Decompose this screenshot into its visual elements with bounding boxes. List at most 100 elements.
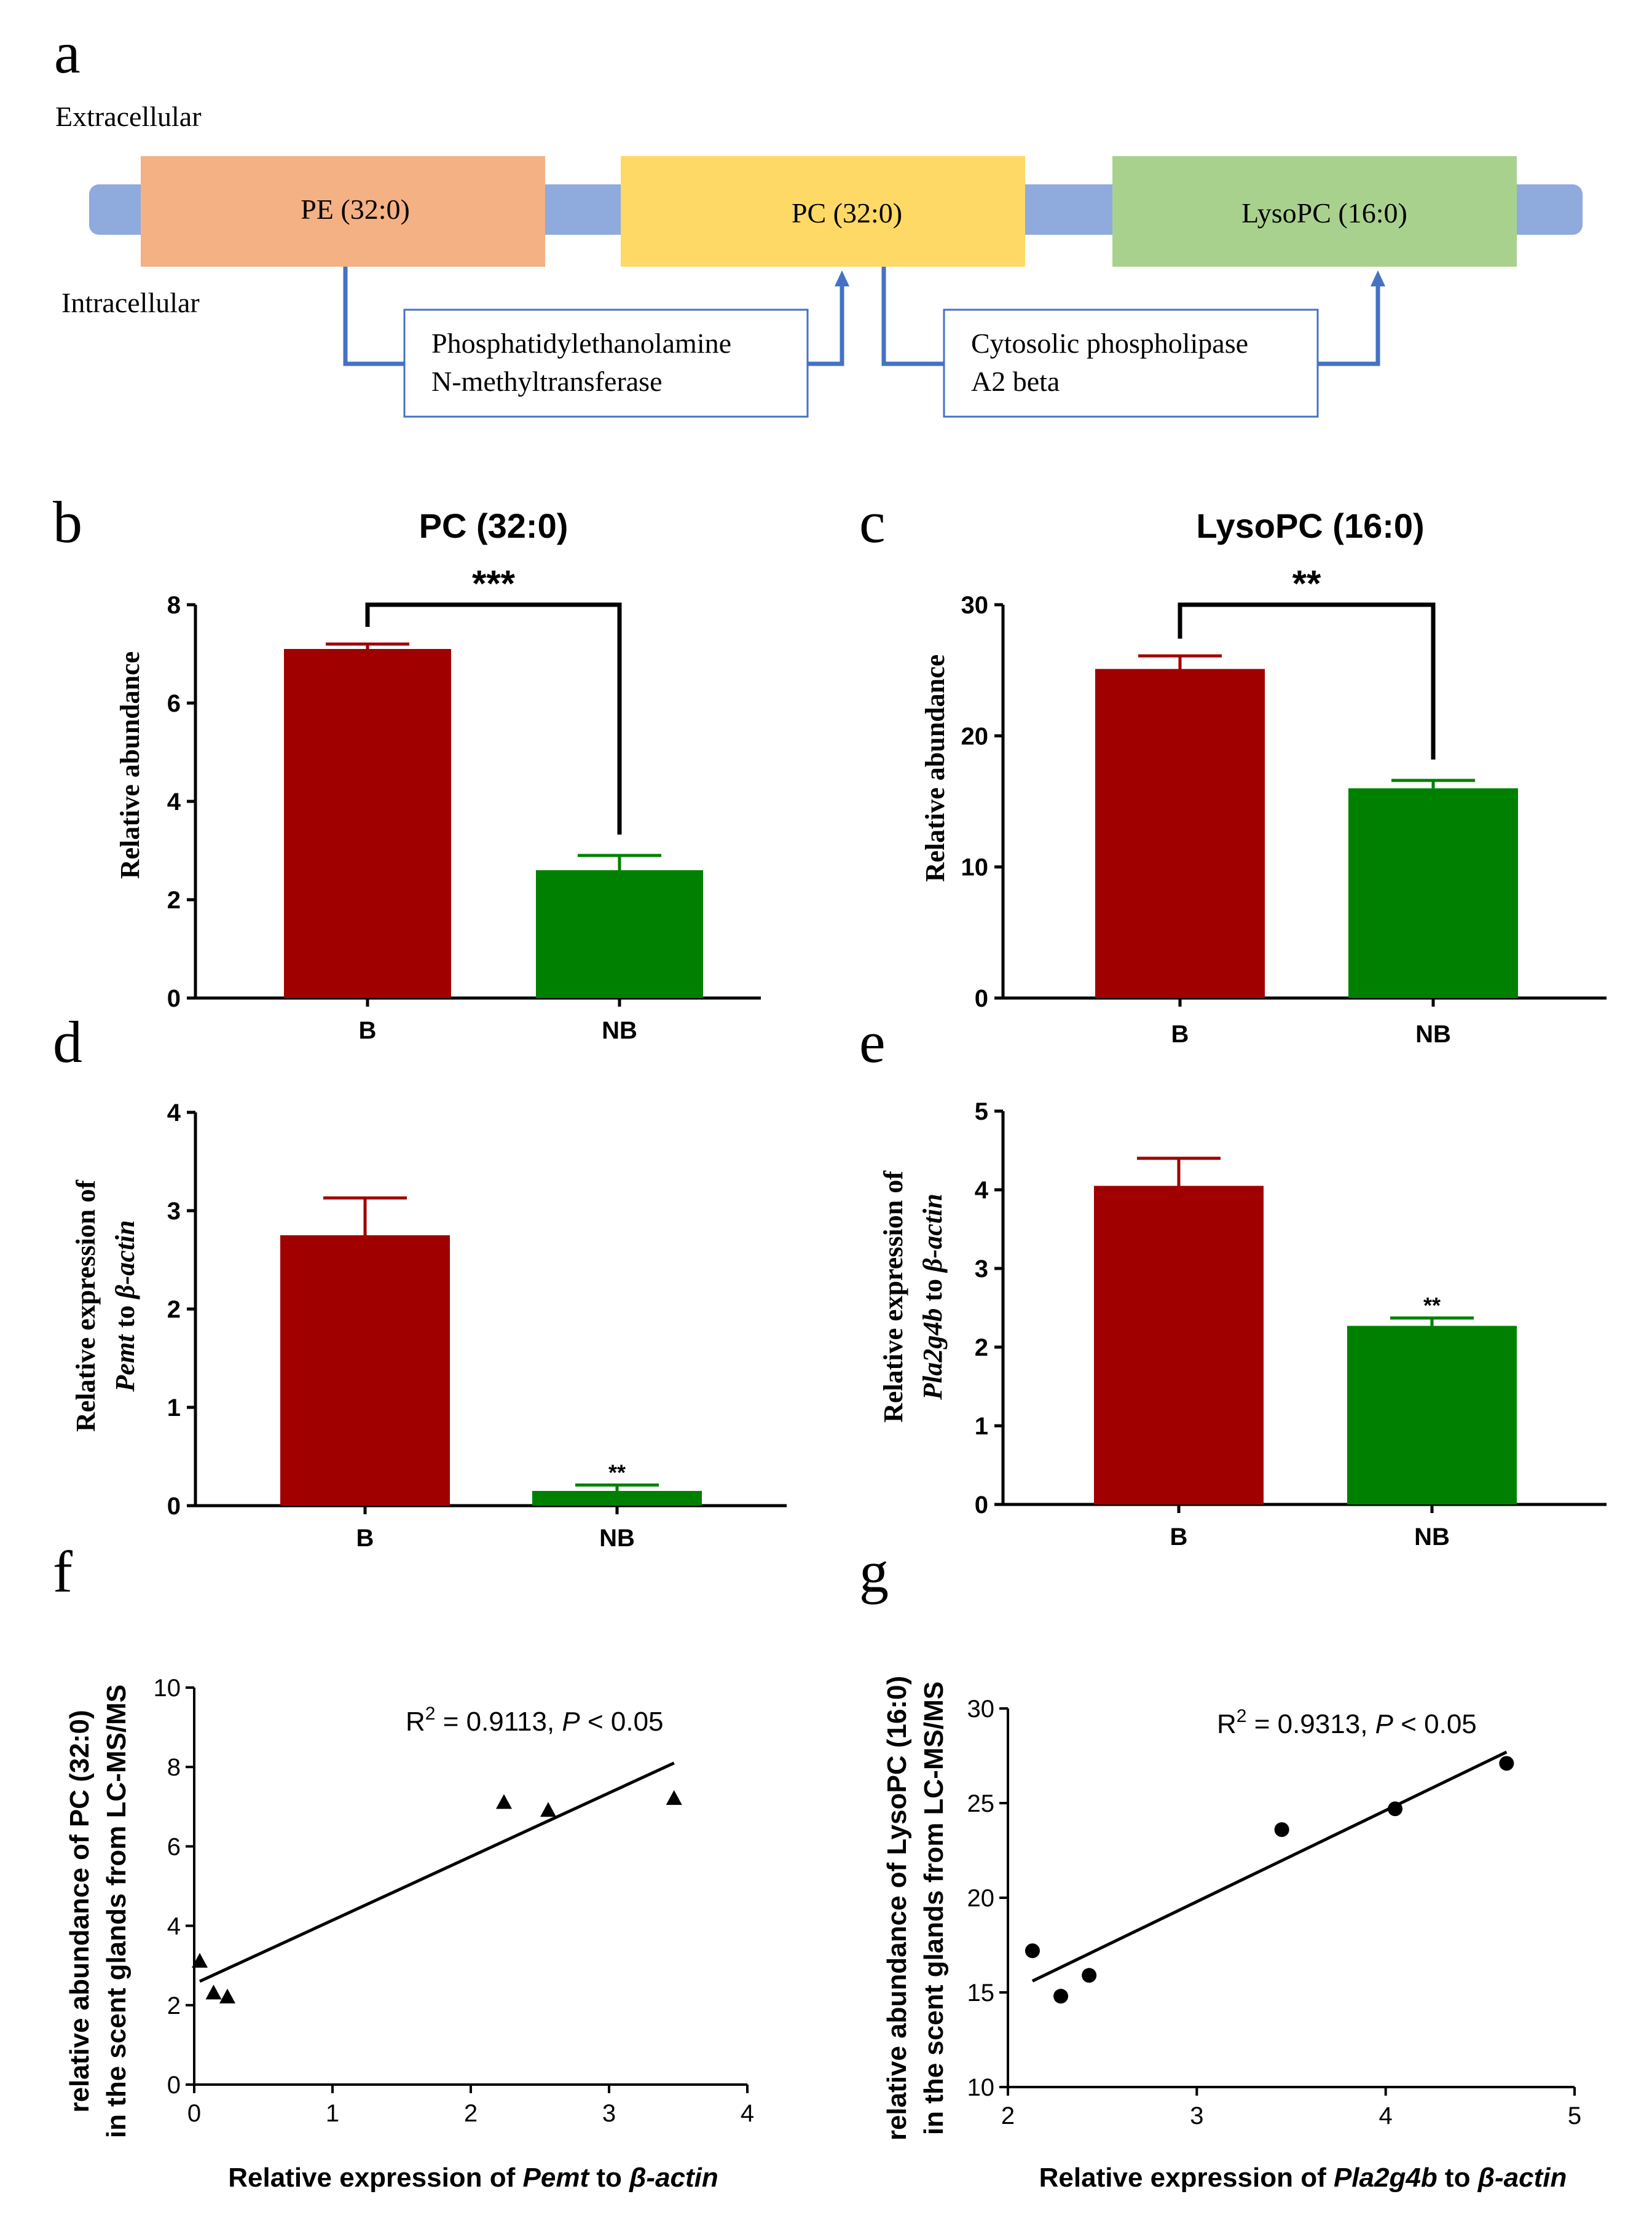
chart-d-ytick-label: 3 [167,1198,181,1225]
chart-g-xlabel-ref: β-actin [1477,2163,1567,2193]
chart-e-significance: ** [1423,1293,1441,1318]
chart-g-xlabel-gene: Pla2g4b [1334,2163,1438,2193]
chart-d-ylabel-line1: Relative expression of [71,1179,101,1432]
chart-g-point [1274,1822,1289,1838]
chart-f-ytick-label: 0 [167,2072,181,2099]
panel-label-c: c [859,489,886,555]
chart-f-fit-line [199,1761,675,1983]
chart-g-xlabel: Relative expression of Pla2g4b to β-acti… [1039,2163,1567,2193]
enzyme1-box [403,309,809,418]
enzyme2-line2: A2 beta [971,366,1060,397]
extracellular-label: Extracellular [55,101,202,132]
panel-label-g: g [859,1539,889,1605]
chart-f-point [540,1802,556,1817]
chart-f-point [219,1988,235,2003]
chart-g-ytick-label: 15 [967,1979,995,2007]
chart-g-xtick-label: 5 [1568,2102,1581,2129]
panel-label-d: d [53,1009,82,1075]
chart-f-ytick-label: 4 [167,1913,181,1940]
pc-box-label: PC (32:0) [792,197,902,229]
chart-e-ytick-label: 3 [975,1256,988,1283]
chart-e-ylabel-line2: Pla2g4b to β-actin [918,1193,948,1400]
chart-e-ytick-label: 4 [975,1177,989,1204]
chart-b-bar-NB [536,870,703,998]
chart-c-ytick-label: 0 [975,985,988,1012]
chart-c-ylabel: Relative abundance [920,655,950,882]
chart-d-significance: ** [608,1460,626,1485]
chart-b-ytick-label: 8 [167,592,181,619]
chart-f-xlabel-pre: Relative expression of [228,2163,522,2193]
chart-e-ylabel-gene: Pla2g4b [918,1308,948,1401]
arrowhead-pe-to-pc [835,270,849,286]
chart-c-bar-B [1095,669,1265,998]
chart-b-ytick-label: 6 [167,690,181,717]
chart-e-bar-B [1094,1185,1264,1504]
arrowhead-pc-to-lysopc [1371,270,1385,286]
chart-f-xtick-label: 2 [464,2100,478,2127]
chart-f-ytick-label: 8 [167,1754,181,1781]
chart-c-title: LysoPC (16:0) [1196,506,1424,545]
chart-g-ytick-label: 20 [967,1885,995,1912]
chart-g-ytick-label: 25 [967,1790,995,1817]
chart-g-xlabel-mid: to [1438,2163,1478,2193]
chart-c-significance: ** [1292,563,1321,604]
chart-f-p-value: < 0.05 [580,1707,664,1737]
chart-f-p-italic: P [562,1707,580,1737]
chart-f-xtick-label: 4 [741,2100,754,2127]
chart-g-r2-value: = 0.9313, [1246,1709,1375,1739]
chart-g-point [1499,1756,1514,1771]
chart-b-title: PC (32:0) [419,506,568,545]
chart-e-ytick-label: 1 [975,1413,988,1440]
chart-d-category-NB: NB [599,1525,635,1552]
chart-d-ytick-label: 1 [167,1394,181,1421]
chart-b-ytick-label: 4 [167,788,181,816]
pc-box [621,156,1025,267]
chart-c-bar-NB [1348,788,1518,998]
chart-g-r2-sup: 2 [1237,1706,1247,1726]
chart-g-xtick-label: 3 [1190,2102,1203,2129]
chart-f-point [666,1790,682,1805]
chart-g-ylabel-line1: relative abundance of LysoPC (16:0) [882,1676,912,2141]
chart-b-ytick-label: 0 [167,985,181,1012]
chart-c: LysoPC (16:0) Relative abundance 0 10 20 30… [920,506,1607,1048]
enzyme2-line1: Cytosolic phospholipase [971,328,1248,359]
chart-e-category-NB: NB [1414,1523,1450,1551]
enzyme1-line2: N-methyltransferase [431,366,663,397]
chart-g-p-value: < 0.05 [1393,1709,1477,1739]
chart-g-ytick-label: 30 [967,1696,995,1723]
chart-f-ytick-label: 2 [167,1992,181,2019]
chart-d-bar-NB [532,1491,702,1506]
chart-g-point [1025,1943,1040,1959]
chart-g-ytick-label: 10 [967,2074,995,2101]
chart-f-r2-prefix: R [406,1707,425,1737]
panel-label-a: a [54,20,81,85]
chart-b-significance: *** [472,563,516,604]
chart-d-bar-B [280,1235,450,1506]
chart-d-ylabel-line2: Pemt to β-actin [110,1220,140,1392]
chart-f-ylabel-line2: in the scent glands from LC-MS/MS [101,1685,132,2138]
chart-f-ylabel-line1: relative abundance of PC (32:0) [65,1710,95,2112]
chart-e: Relative expression of Pla2g4b to β-acti… [878,1098,1607,1551]
chart-e-ytick-label: 0 [975,1492,988,1519]
chart-b: PC (32:0) Relative abundance 0 2 4 6 8 B NB *** [115,506,761,1044]
chart-b-ylabel: Relative abundance [115,651,145,879]
pe-box-label: PE (32:0) [301,194,410,225]
chart-e-category-B: B [1170,1523,1188,1551]
chart-d-ytick-label: 2 [167,1296,181,1323]
lysopc-box-label: LysoPC (16:0) [1241,197,1407,229]
enzyme2-box [943,309,1319,418]
chart-f-r2-value: = 0.9113, [435,1707,562,1737]
chart-f-ytick-label: 6 [167,1833,181,1860]
chart-g-r2-prefix: R [1217,1709,1237,1739]
chart-b-sig-bracket [365,602,622,835]
chart-f-r2-sup: 2 [425,1704,436,1724]
chart-d: Relative expression of Pemt to β-actin 0… [71,1099,787,1552]
panel-a: a Extracellular Intracellular PE (32:0) … [54,20,1583,418]
chart-f-xlabel-ref: β-actin [629,2163,718,2193]
intracellular-label: Intracellular [61,287,200,318]
chart-c-category-NB: NB [1415,1021,1451,1048]
chart-c-sig-bracket [1178,602,1436,760]
chart-g-xtick-label: 4 [1379,2102,1393,2129]
panel-label-b: b [53,489,82,555]
